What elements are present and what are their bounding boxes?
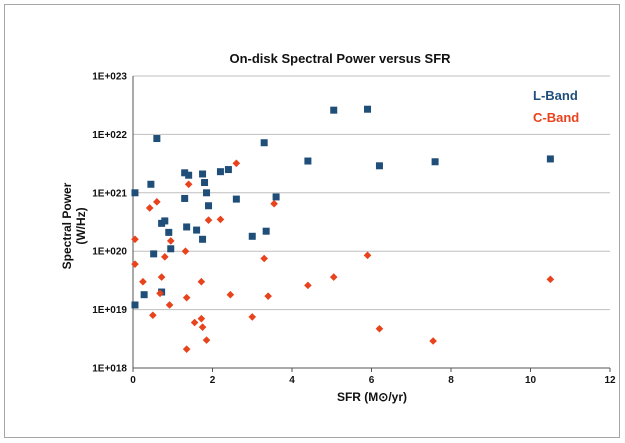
c-band-point bbox=[264, 292, 272, 300]
legend-l-band: L-Band bbox=[533, 88, 578, 103]
l-band-point bbox=[248, 232, 256, 240]
c-band-point bbox=[248, 313, 257, 321]
c-band-point bbox=[190, 318, 199, 327]
l-band-point bbox=[272, 193, 280, 201]
l-band-point bbox=[205, 202, 213, 210]
l-band-point bbox=[232, 195, 240, 203]
l-band-point bbox=[216, 168, 224, 176]
l-band-point bbox=[150, 250, 158, 258]
c-band-point bbox=[226, 290, 235, 299]
c-band-point bbox=[156, 289, 164, 298]
c-band-point bbox=[270, 199, 278, 208]
y-axis-label-line-1: Spectral Power bbox=[60, 182, 74, 269]
l-band-point bbox=[147, 180, 155, 188]
data-points bbox=[131, 105, 555, 353]
y-tick-labels: 1E+018 1E+019 1E+020 1E+021 1E+022 1E+023 bbox=[92, 72, 127, 375]
y-axis-label-line-2: (W/Hz) bbox=[74, 207, 88, 244]
l-band-point bbox=[431, 158, 439, 166]
c-band-point bbox=[429, 337, 437, 345]
y-tick-label: 1E+020 bbox=[92, 247, 127, 258]
y-axis-label: Spectral Power (W/Hz) bbox=[60, 182, 88, 269]
l-band-point bbox=[262, 227, 270, 235]
y-tick-label: 1E+018 bbox=[92, 364, 127, 375]
c-band-point bbox=[546, 275, 555, 284]
x-tick-label: 12 bbox=[604, 375, 616, 386]
c-band-point bbox=[157, 273, 166, 281]
l-band-point bbox=[199, 170, 207, 178]
c-band-point bbox=[304, 281, 312, 290]
l-band-point bbox=[224, 166, 232, 174]
chart-title: On-disk Spectral Power versus SFR bbox=[229, 51, 451, 66]
c-band-point bbox=[184, 180, 193, 189]
c-band-point bbox=[197, 314, 206, 323]
x-tick-label: 2 bbox=[210, 375, 216, 386]
l-band-point bbox=[161, 217, 169, 225]
l-band-point bbox=[181, 169, 189, 177]
l-band-point bbox=[183, 223, 191, 231]
c-band-point bbox=[181, 247, 190, 255]
l-band-point bbox=[131, 189, 139, 197]
l-band-point bbox=[364, 105, 372, 113]
c-band-point bbox=[165, 301, 174, 309]
c-band-point bbox=[329, 273, 338, 281]
c-band-point bbox=[197, 277, 206, 286]
c-band-point bbox=[216, 215, 225, 224]
x-tick-labels: 0 2 4 6 8 10 12 bbox=[130, 368, 616, 386]
legend-c-band: C-Band bbox=[533, 110, 579, 125]
c-band-point bbox=[182, 293, 191, 302]
c-band-point bbox=[232, 159, 241, 168]
c-band-point bbox=[131, 235, 139, 244]
l-band-point bbox=[304, 157, 312, 165]
l-band-point bbox=[140, 291, 148, 299]
x-tick-label: 4 bbox=[289, 375, 295, 386]
c-band-point bbox=[202, 336, 211, 344]
l-band-point bbox=[153, 135, 161, 143]
c-band-point bbox=[204, 216, 213, 224]
l-band-point bbox=[167, 245, 175, 253]
l-band-point bbox=[375, 162, 383, 170]
legend: L-Band C-Band bbox=[533, 88, 579, 125]
l-band-point bbox=[546, 155, 554, 163]
x-tick-label: 10 bbox=[525, 375, 537, 386]
c-band-point bbox=[363, 251, 372, 260]
l-band-point bbox=[185, 171, 193, 179]
c-band-point bbox=[145, 204, 154, 212]
l-band-point bbox=[181, 194, 189, 202]
c-band-point bbox=[131, 260, 139, 268]
x-tick-label: 0 bbox=[130, 375, 136, 386]
l-band-point bbox=[330, 106, 338, 114]
c-band-point bbox=[260, 254, 268, 263]
y-tick-label: 1E+023 bbox=[92, 72, 127, 83]
c-band-point bbox=[375, 324, 384, 333]
y-tick-label: 1E+022 bbox=[92, 130, 127, 141]
c-band-point bbox=[149, 311, 157, 320]
x-tick-label: 8 bbox=[448, 375, 454, 386]
l-band-point bbox=[260, 139, 268, 147]
l-band-point bbox=[131, 301, 139, 309]
c-band-point bbox=[198, 323, 207, 331]
l-band-point bbox=[201, 179, 209, 187]
c-band-point bbox=[139, 277, 147, 286]
y-tick-label: 1E+021 bbox=[92, 188, 127, 199]
y-tick-label: 1E+019 bbox=[92, 305, 127, 316]
x-axis-label: SFR (M⊙/yr) bbox=[337, 390, 407, 404]
c-band-point bbox=[153, 198, 161, 206]
l-band-point bbox=[203, 189, 211, 197]
x-tick-label: 6 bbox=[369, 375, 375, 386]
l-band-point bbox=[193, 226, 201, 234]
l-band-point bbox=[199, 235, 207, 243]
c-band-point bbox=[166, 237, 175, 245]
c-band-point bbox=[182, 345, 191, 353]
l-band-point bbox=[165, 228, 173, 236]
c-band-point bbox=[161, 253, 169, 261]
